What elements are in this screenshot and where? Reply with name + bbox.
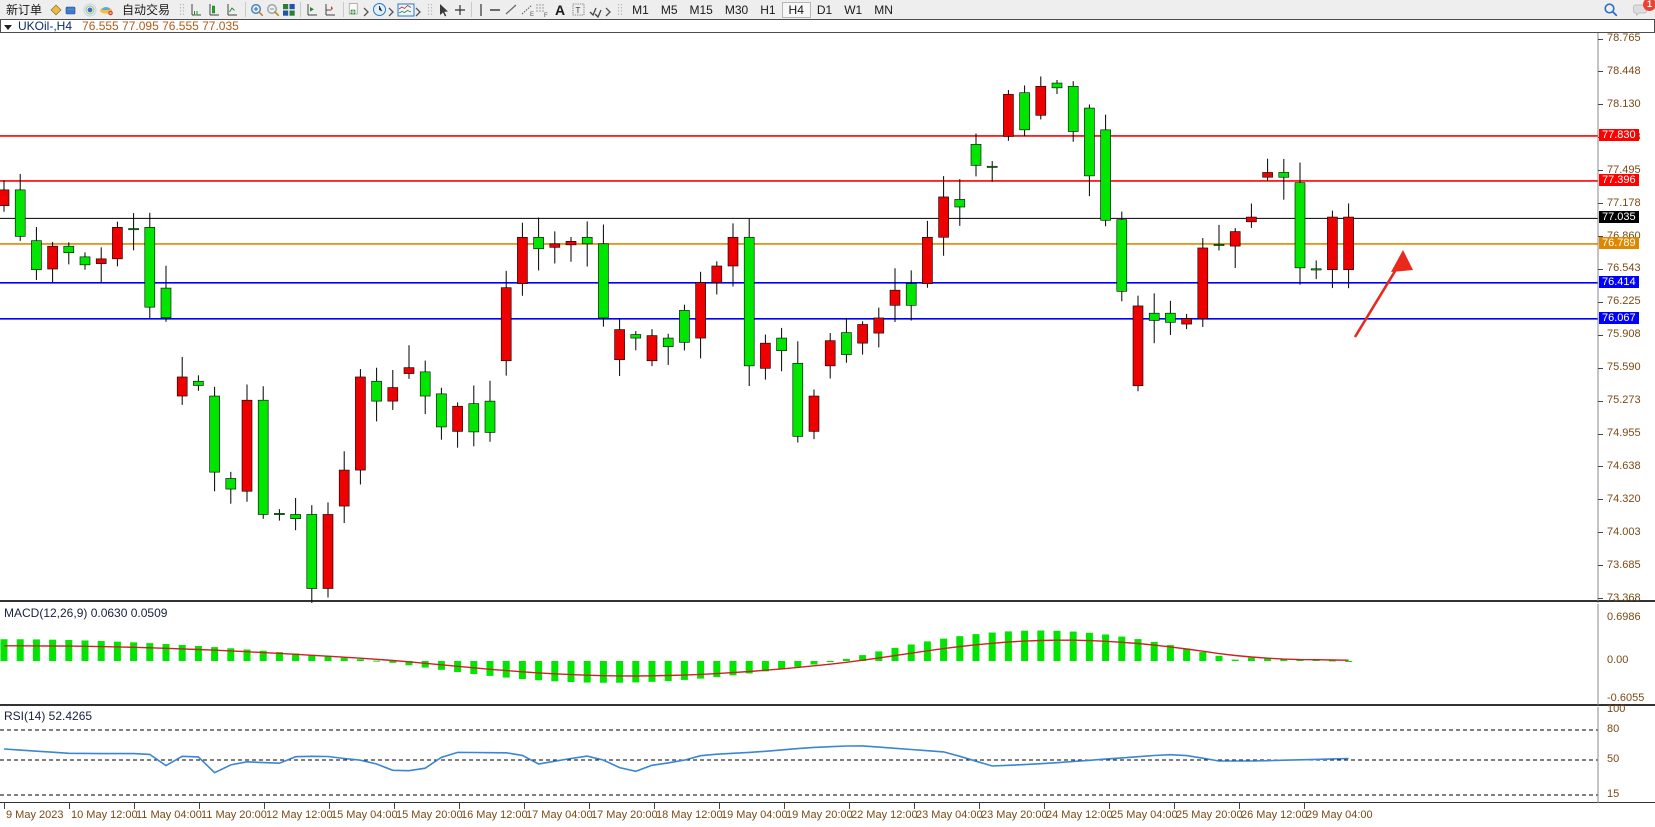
svg-text:E: E: [530, 12, 534, 18]
svg-text:T: T: [576, 6, 581, 15]
svg-text:F: F: [544, 13, 548, 18]
